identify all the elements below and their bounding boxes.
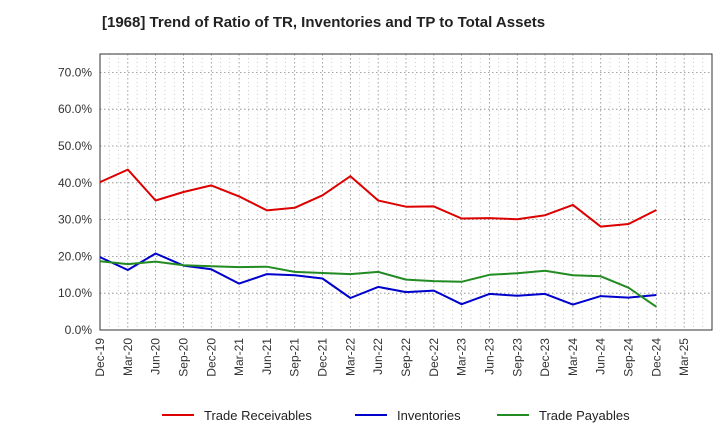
chart-title: [1968] Trend of Ratio of TR, Inventories… (102, 14, 546, 31)
x-tick-label: Mar-21 (232, 338, 246, 376)
y-tick-label: 40.0% (58, 176, 92, 190)
x-tick-label: Dec-22 (427, 338, 441, 377)
y-tick-label: 0.0% (65, 323, 93, 337)
x-tick-label: Mar-24 (566, 338, 580, 376)
legend-label-0: Trade Receivables (204, 408, 312, 423)
legend-label-1: Inventories (397, 408, 461, 423)
x-tick-label: Dec-21 (316, 338, 330, 377)
series-line-1 (99, 252, 657, 306)
y-tick-label: 30.0% (58, 213, 92, 227)
y-tick-label: 70.0% (58, 65, 92, 79)
x-tick-label: Jun-20 (149, 338, 163, 375)
x-tick-label: Sep-20 (176, 338, 190, 377)
y-tick-label: 50.0% (58, 139, 92, 153)
x-tick-label: Dec-23 (538, 338, 552, 377)
x-tick-label: Jun-23 (482, 338, 496, 375)
x-tick-label: Mar-20 (121, 338, 135, 376)
y-tick-label: 20.0% (58, 249, 92, 263)
x-tick-label: Jun-21 (260, 338, 274, 375)
x-tick-label: Sep-21 (288, 338, 302, 377)
series-line-2 (99, 260, 657, 308)
y-tick-label: 60.0% (58, 102, 92, 116)
x-tick-label: Dec-24 (649, 338, 663, 377)
x-tick-label: Dec-20 (204, 338, 218, 377)
x-tick-label: Sep-23 (510, 338, 524, 377)
x-tick-label: Jun-22 (371, 338, 385, 375)
x-tick-label: Mar-22 (343, 338, 357, 376)
x-tick-label: Jun-24 (594, 338, 608, 375)
x-tick-label: Sep-24 (622, 338, 636, 377)
plot-border (99, 53, 713, 331)
plot-area (100, 54, 712, 330)
x-tick-label: Mar-23 (455, 338, 469, 376)
x-tick-label: Dec-19 (93, 338, 107, 377)
legend-label-2: Trade Payables (539, 408, 630, 423)
x-tick-label: Mar-25 (677, 338, 691, 376)
x-tick-label: Sep-22 (399, 338, 413, 377)
series-line-0 (99, 168, 657, 228)
y-tick-label: 10.0% (58, 286, 92, 300)
